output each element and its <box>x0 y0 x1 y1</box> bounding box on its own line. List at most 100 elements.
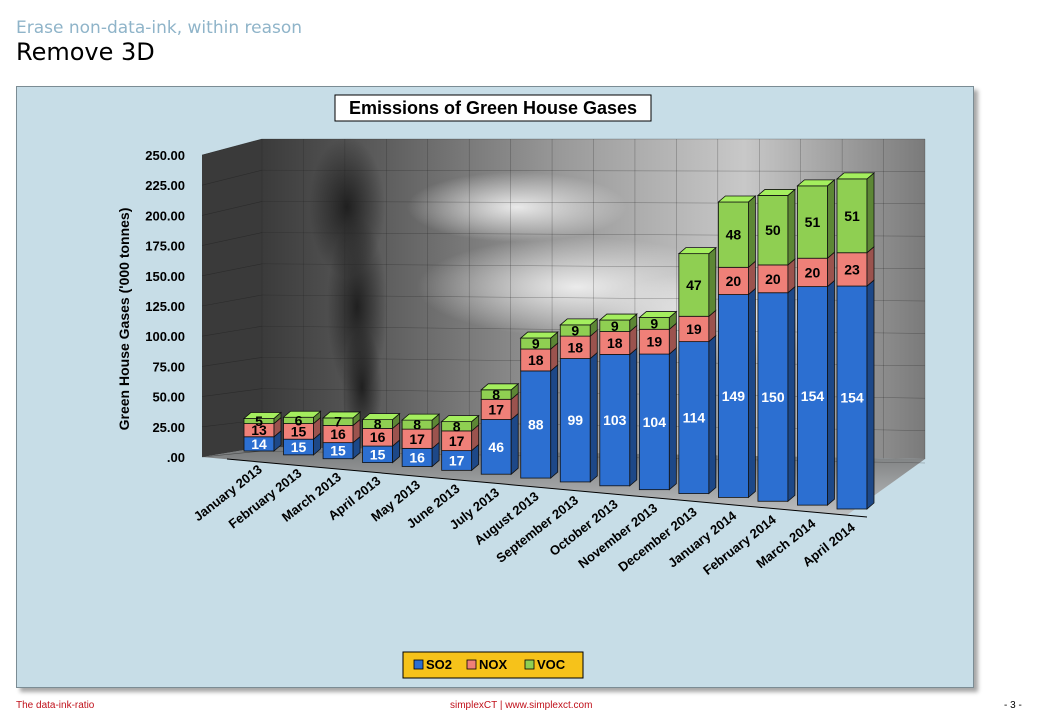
data-label: 149 <box>722 388 746 404</box>
data-label: 8 <box>453 418 461 434</box>
data-label: 18 <box>567 339 583 355</box>
data-label: 103 <box>603 412 627 428</box>
data-label: 51 <box>805 214 821 230</box>
data-label: 16 <box>330 426 346 442</box>
data-label: 104 <box>643 414 667 430</box>
y-tick-label: 225.00 <box>145 178 185 193</box>
data-label: 17 <box>488 401 504 417</box>
data-label: 154 <box>840 390 864 406</box>
data-label: 150 <box>761 389 785 405</box>
data-label: 17 <box>449 452 465 468</box>
y-tick-label: .00 <box>167 450 185 465</box>
data-label: 99 <box>567 412 583 428</box>
bar-top <box>321 411 362 419</box>
bar-segment-nox <box>757 264 789 294</box>
data-label: 18 <box>528 352 544 368</box>
bar-side-so2 <box>510 412 519 476</box>
bar-top <box>677 247 717 255</box>
bar-side-so2 <box>827 279 835 507</box>
bar-side-so2 <box>550 364 559 479</box>
data-label: 20 <box>765 271 781 287</box>
chart-title-box <box>334 94 652 122</box>
data-label: 6 <box>295 412 303 428</box>
data-label: 5 <box>255 413 263 429</box>
data-label: 8 <box>374 416 382 432</box>
data-label: 9 <box>650 315 658 331</box>
bar-top <box>717 195 757 203</box>
gridline <box>201 357 263 367</box>
bar-top <box>440 415 480 423</box>
bar-segment-so2 <box>638 353 670 491</box>
bar-segment-so2 <box>757 292 789 502</box>
y-tick-label: 50.00 <box>152 390 185 405</box>
data-label: 15 <box>291 423 307 439</box>
gridline <box>201 325 263 337</box>
legend-box <box>402 651 584 679</box>
slide-title: Remove 3D <box>16 38 155 66</box>
gridline <box>201 138 263 156</box>
footer-left: The data-ink-ratio <box>16 700 95 711</box>
bar-top <box>756 189 797 196</box>
y-tick-label: 100.00 <box>145 329 185 344</box>
bar-segment-so2 <box>718 294 749 498</box>
data-label: 23 <box>844 261 860 277</box>
legend-swatch-nox <box>466 659 477 670</box>
bar-segment-so2 <box>599 354 631 487</box>
data-label: 15 <box>291 439 307 455</box>
legend: SO2 NOX VOC <box>402 651 584 679</box>
bar-segment-so2 <box>836 285 868 510</box>
data-label: 19 <box>647 334 663 350</box>
bar-segment-so2 <box>797 286 828 506</box>
bar-top <box>598 313 638 321</box>
y-tick-label: 25.00 <box>152 420 185 435</box>
bar-segment-so2 <box>520 370 552 479</box>
footer-right: - 3 - <box>1004 700 1022 711</box>
y-tick-label: 75.00 <box>152 359 185 374</box>
data-label: 8 <box>492 387 500 403</box>
gridline <box>201 294 263 307</box>
legend-swatch-voc <box>524 659 535 670</box>
legend-swatch-so2 <box>413 659 424 670</box>
bar-side-so2 <box>589 351 598 483</box>
bar-side-voc <box>827 178 835 260</box>
y-axis-label: Green House Gases ('000 tonnes) <box>116 208 132 431</box>
bar-segment-so2 <box>559 358 591 483</box>
gridline <box>201 232 263 246</box>
gridline <box>201 450 263 458</box>
emissions-chart: Emissions of Green House Gases .00 25.00 5… <box>116 94 926 679</box>
bar-side-so2 <box>787 285 796 503</box>
data-label: 114 <box>683 410 706 426</box>
bar-segment-voc <box>757 195 789 266</box>
data-label: 18 <box>607 335 623 351</box>
bar-top <box>401 413 441 421</box>
gridline <box>201 388 263 397</box>
y-tick-label: 150.00 <box>145 269 185 284</box>
bar-segment-voc <box>718 201 749 268</box>
data-label: 50 <box>765 222 781 238</box>
x-axis-line <box>226 458 868 518</box>
bar-side-so2 <box>629 347 638 487</box>
bars: 1413515156151671516816178171784617888189… <box>242 172 876 510</box>
data-label: 16 <box>370 429 386 445</box>
data-label: 154 <box>801 388 825 404</box>
bar-segment-voc <box>797 185 828 259</box>
data-label: 13 <box>251 422 267 438</box>
bar-top <box>480 383 520 391</box>
footer-center: simplexCT | www.simplexct.com <box>450 700 593 711</box>
bar-top <box>519 331 559 339</box>
y-tick-label: 200.00 <box>145 208 185 223</box>
y-tick-label: 125.00 <box>145 299 185 314</box>
gridline <box>201 201 263 216</box>
data-label: 9 <box>571 323 579 339</box>
gridline <box>201 169 263 186</box>
legend-label-voc: VOC <box>537 657 566 672</box>
data-label: 8 <box>413 417 421 433</box>
bar-top <box>361 413 401 421</box>
slide-subtitle: Erase non-data-ink, within reason <box>16 18 303 38</box>
bar-side-voc <box>748 195 756 269</box>
bar-segment-nox <box>836 252 868 287</box>
x-tick-label: December 2013 <box>615 504 699 575</box>
data-label: 88 <box>528 416 544 432</box>
bar-top <box>835 172 876 180</box>
data-label: 20 <box>805 264 821 280</box>
